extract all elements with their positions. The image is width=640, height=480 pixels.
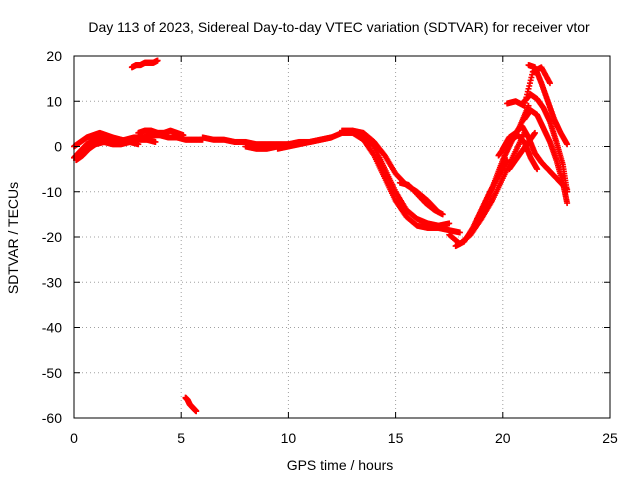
series-arc-low-5h xyxy=(182,394,200,415)
series-arc-early-2 xyxy=(71,129,142,150)
data-point xyxy=(456,229,463,236)
y-tick-label: 0 xyxy=(54,139,62,155)
series-arc-mid-3-5h xyxy=(135,127,187,139)
series-arc-20-22h-d xyxy=(499,123,571,193)
series-arc-15-17h xyxy=(396,179,446,218)
grid-lines xyxy=(74,56,610,418)
x-tick-label: 0 xyxy=(70,430,78,446)
series-arc-9-12h xyxy=(274,134,335,152)
x-tick-label: 25 xyxy=(602,430,618,446)
data-point xyxy=(534,166,541,173)
series-arc-20-21h-f xyxy=(506,129,538,173)
y-tick-label: 20 xyxy=(46,48,62,64)
series-arc-6-9h xyxy=(199,134,292,148)
y-tick-label: -50 xyxy=(42,365,62,381)
data-point xyxy=(531,129,538,136)
x-tick-label: 5 xyxy=(177,430,185,446)
series-arc-high-3h xyxy=(128,57,161,71)
x-tick-label: 20 xyxy=(495,430,511,446)
axis-ticks: 0 5 10 15 20 25 20 10 0 -10 -20 -30 -40 -50 -60 xyxy=(42,48,618,446)
y-tick-label: -30 xyxy=(42,274,62,290)
data-point xyxy=(154,57,161,64)
x-tick-label: 10 xyxy=(281,430,297,446)
y-tick-label: -40 xyxy=(42,320,62,336)
series-arc-21-23h-b xyxy=(521,91,571,195)
data-point xyxy=(564,200,571,207)
data-point xyxy=(546,80,553,87)
data-point xyxy=(193,408,200,415)
chart-title: Day 113 of 2023, Sidereal Day-to-day VTE… xyxy=(88,19,590,35)
y-tick-label: -20 xyxy=(42,229,62,245)
y-tick-label: 10 xyxy=(46,93,62,109)
x-tick-label: 15 xyxy=(388,430,404,446)
data-point xyxy=(446,220,453,227)
y-tick-label: -60 xyxy=(42,410,62,426)
data-point xyxy=(564,186,571,193)
series-arc-21-23h-a xyxy=(525,62,571,148)
data-point xyxy=(564,141,571,148)
data-markers xyxy=(71,57,571,415)
data-point xyxy=(180,132,187,139)
series-arc-12-18h-a xyxy=(339,127,453,229)
y-tick-label: -10 xyxy=(42,184,62,200)
series-arc-early-3 xyxy=(73,136,159,164)
x-axis-label: GPS time / hours xyxy=(287,457,394,473)
data-point xyxy=(439,211,446,218)
data-point xyxy=(152,138,159,145)
series-arc-12-18h-b xyxy=(328,129,463,236)
y-axis-label: SDTVAR / TECUs xyxy=(5,182,21,294)
